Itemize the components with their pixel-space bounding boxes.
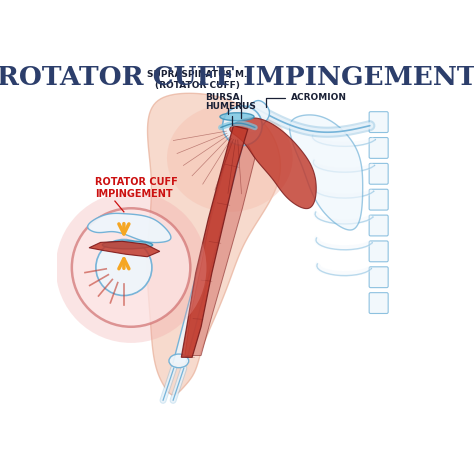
Text: ROTATOR CUFF
IMPINGEMENT: ROTATOR CUFF IMPINGEMENT (95, 177, 178, 199)
FancyBboxPatch shape (369, 137, 388, 158)
FancyBboxPatch shape (369, 189, 388, 210)
Ellipse shape (167, 104, 292, 212)
Text: HUMERUS: HUMERUS (205, 101, 255, 125)
Circle shape (223, 106, 262, 146)
FancyBboxPatch shape (369, 241, 388, 262)
Circle shape (96, 239, 152, 295)
Circle shape (72, 208, 191, 327)
Ellipse shape (169, 354, 189, 368)
FancyBboxPatch shape (369, 292, 388, 313)
Text: ACROMION: ACROMION (266, 93, 347, 107)
Polygon shape (240, 100, 269, 133)
Circle shape (55, 192, 207, 343)
Text: SUPRASPINATUS M.
(ROTATOR CUFF): SUPRASPINATUS M. (ROTATOR CUFF) (147, 70, 248, 118)
Polygon shape (88, 213, 171, 243)
FancyBboxPatch shape (369, 215, 388, 236)
Text: BURSA: BURSA (205, 93, 239, 114)
FancyBboxPatch shape (369, 112, 388, 133)
Polygon shape (230, 118, 316, 209)
Polygon shape (147, 93, 281, 395)
FancyBboxPatch shape (369, 267, 388, 288)
Ellipse shape (102, 241, 153, 249)
Polygon shape (185, 124, 255, 356)
Polygon shape (89, 241, 160, 257)
Text: ROTATOR CUFF IMPINGEMENT: ROTATOR CUFF IMPINGEMENT (0, 65, 474, 90)
Ellipse shape (220, 113, 254, 121)
FancyBboxPatch shape (369, 164, 388, 184)
Polygon shape (182, 126, 248, 357)
Polygon shape (290, 115, 363, 230)
